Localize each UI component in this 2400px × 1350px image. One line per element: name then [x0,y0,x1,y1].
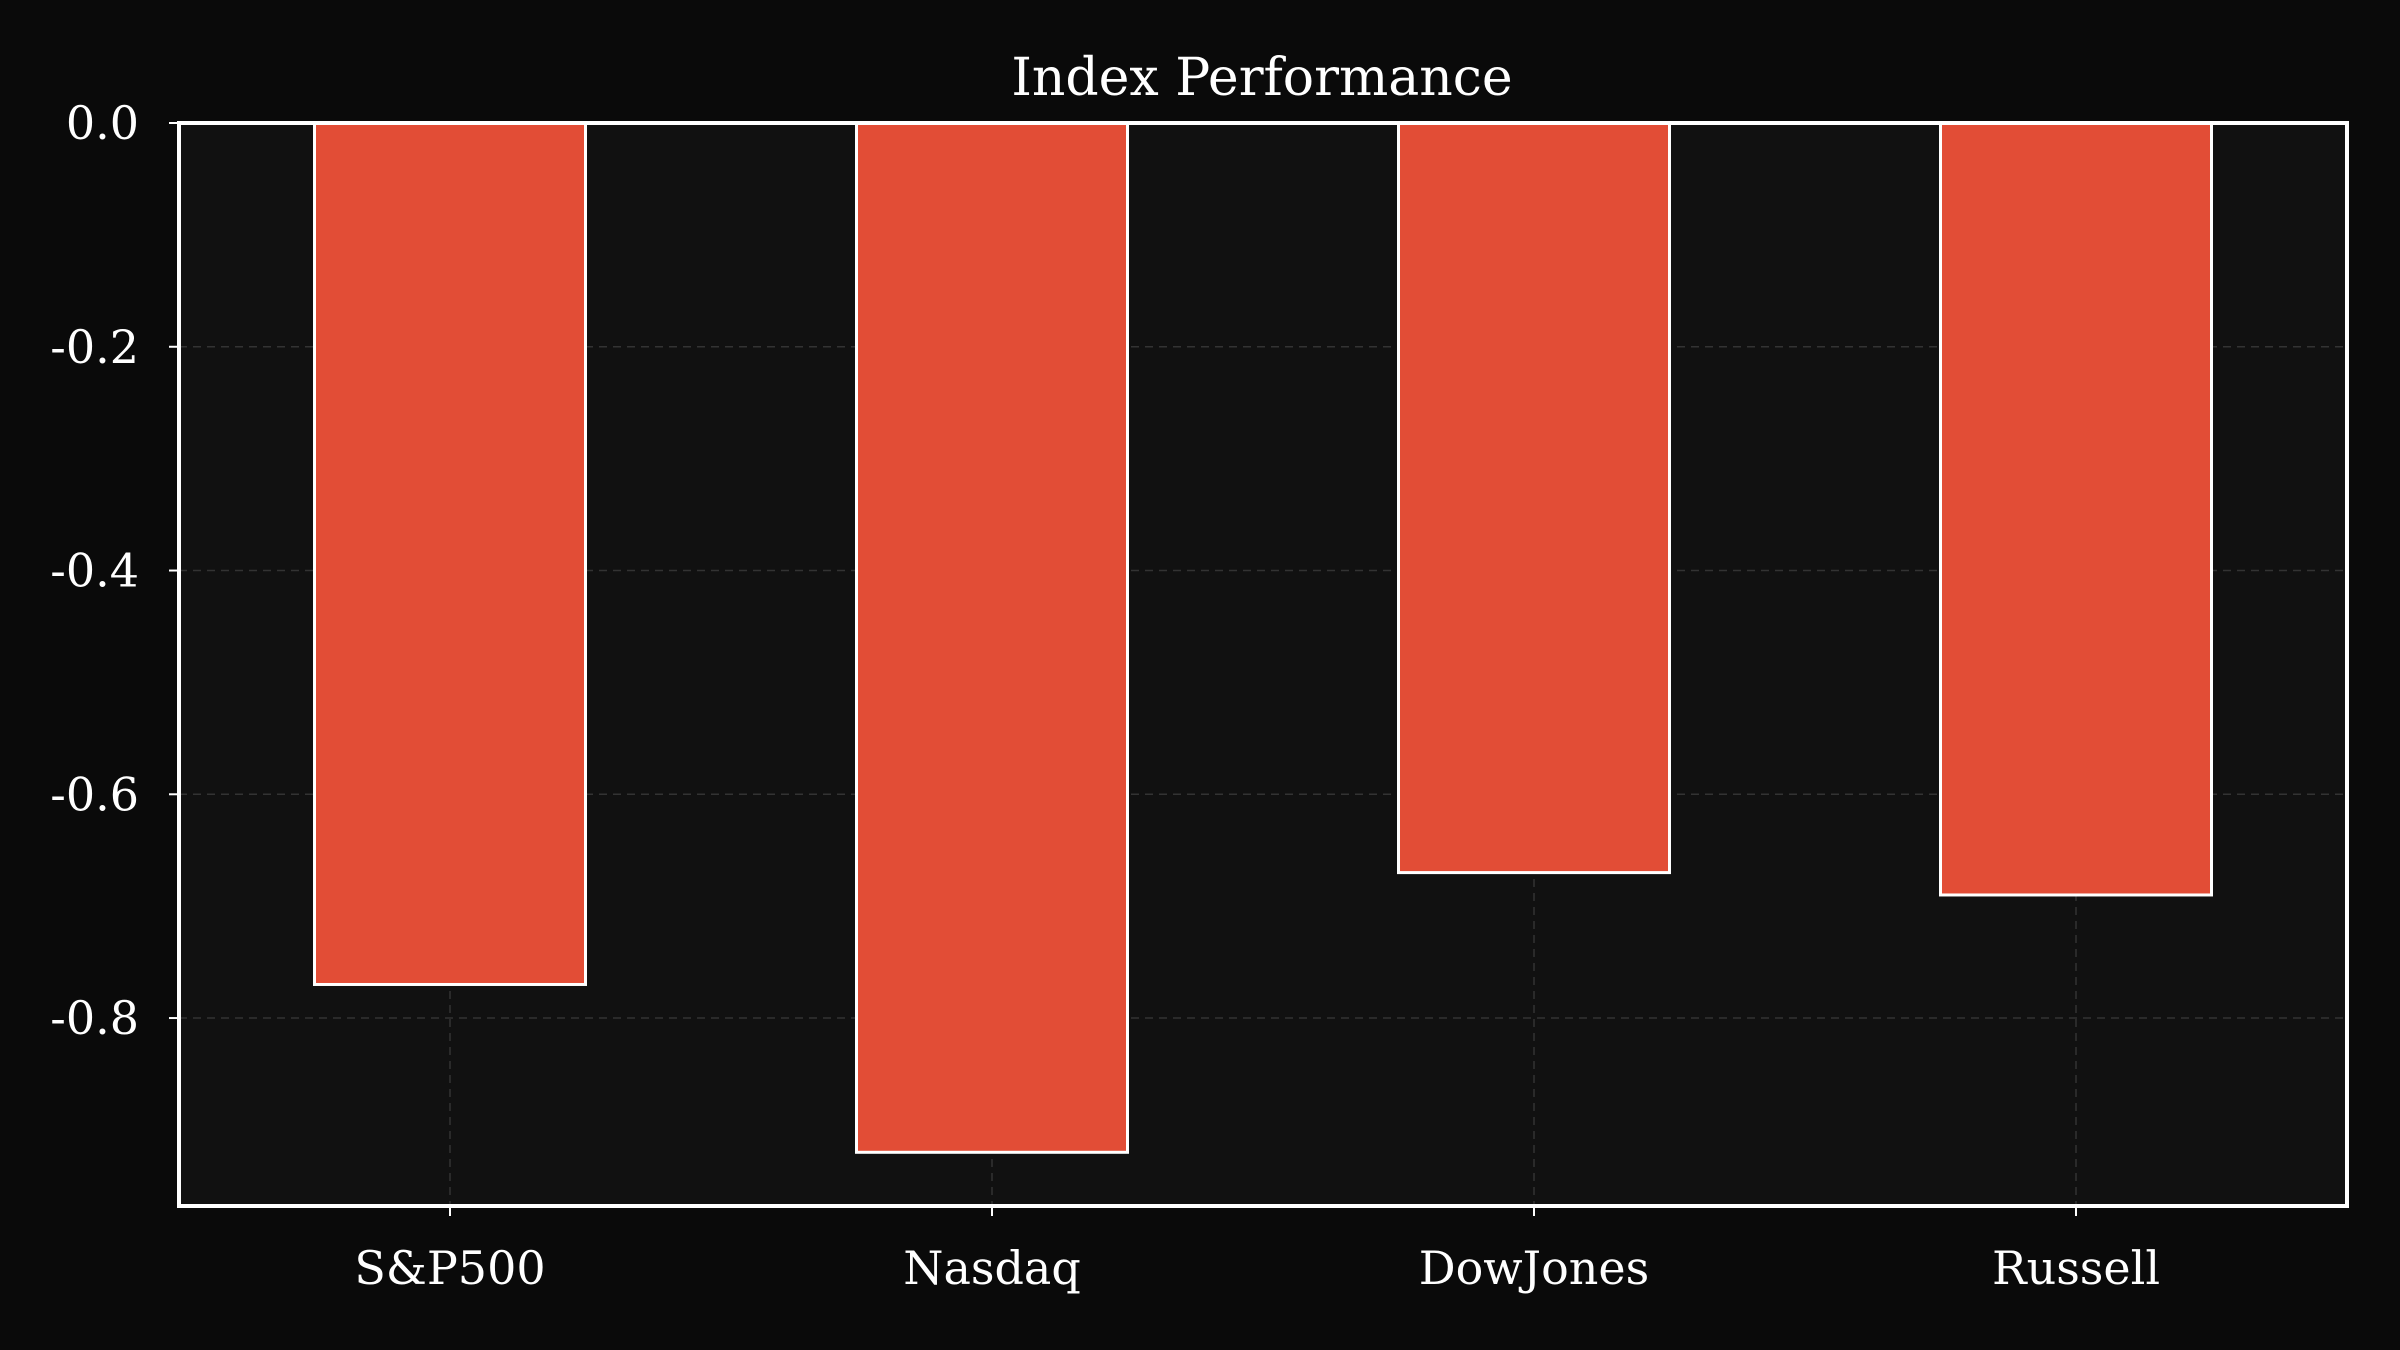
bars [313,121,2213,1154]
bar-nasdaq [855,121,1129,1154]
x-tick-label: Nasdaq [903,1241,1081,1295]
bar-s-p500 [313,121,587,986]
plot-frame [177,121,2349,1208]
y-tick-label: -0.2 [50,320,139,374]
y-tick-label: -0.6 [50,767,139,821]
x-tick-label: DowJones [1419,1241,1650,1295]
bar-russell [1939,121,2213,897]
x-tick-label: Russell [1992,1241,2160,1295]
x-axis-ticks: S&P500 Nasdaq DowJones Russell [354,1206,2160,1295]
y-axis-ticks: 0.0 -0.2 -0.4 -0.6 -0.8 [50,96,179,1045]
y-tick-label: -0.8 [50,991,139,1045]
chart-title: Index Performance [1011,48,1512,108]
y-tick-label: -0.4 [50,544,139,598]
y-tick-label: 0.0 [66,96,139,150]
bar-dowjones [1397,121,1671,875]
x-tick-label: S&P500 [354,1241,545,1295]
